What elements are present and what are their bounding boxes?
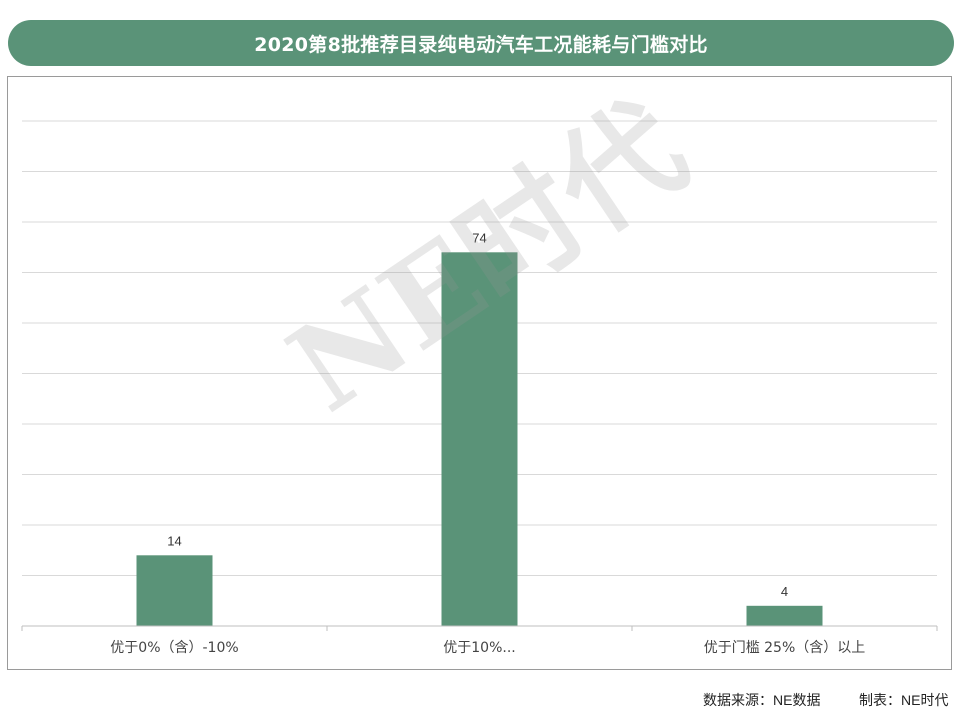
- x-axis: 优于0%（含）-10% 优于10%... 优于门槛 25%（含）以上: [21, 625, 938, 656]
- bar: [136, 555, 213, 626]
- bar: [746, 605, 823, 626]
- bar-value-label: 4: [781, 584, 788, 599]
- bar: [441, 252, 518, 627]
- value-labels: 14 74 4: [167, 230, 788, 599]
- bar-value-label: 14: [167, 533, 181, 548]
- chart-title-bar: 2020第8批推荐目录纯电动汽车工况能耗与门槛对比: [8, 20, 954, 66]
- bars: [136, 252, 823, 627]
- x-tick-label: 优于10%...: [443, 640, 515, 656]
- chart-maker-note: 制表：NE时代: [859, 692, 949, 708]
- bar-value-label: 74: [472, 230, 486, 245]
- chart-title: 2020第8批推荐目录纯电动汽车工况能耗与门槛对比: [254, 33, 708, 56]
- data-source-note: 数据来源：NE数据: [703, 692, 821, 708]
- x-tick-label: 优于0%（含）-10%: [110, 640, 238, 656]
- x-tick-label: 优于门槛 25%（含）以上: [704, 640, 866, 656]
